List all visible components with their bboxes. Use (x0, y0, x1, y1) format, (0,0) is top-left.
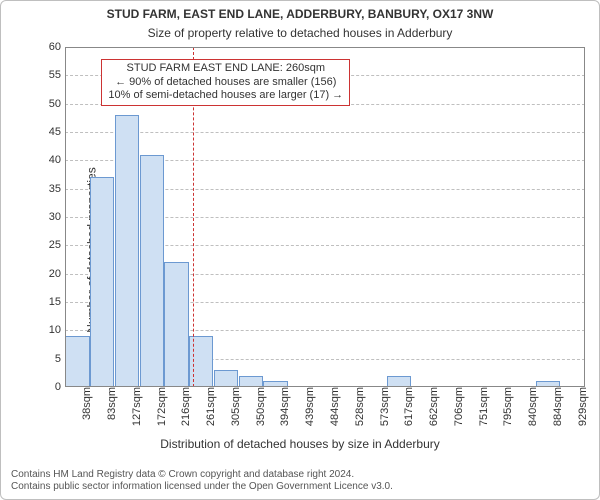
x-tick-label: 662sqm (424, 387, 440, 426)
x-tick-label: 127sqm (127, 387, 143, 426)
x-tick-label: 795sqm (498, 387, 514, 426)
histogram-bar (90, 177, 114, 387)
x-tick-label: 305sqm (226, 387, 242, 426)
footer-attribution: Contains HM Land Registry data © Crown c… (11, 469, 393, 493)
x-tick-label: 617sqm (399, 387, 415, 426)
annotation-line: 10% of semi-detached houses are larger (… (108, 89, 343, 103)
annotation-line: ← 90% of detached houses are smaller (15… (108, 76, 343, 90)
chart-container: STUD FARM, EAST END LANE, ADDERBURY, BAN… (0, 0, 600, 500)
histogram-bar (214, 370, 238, 387)
y-tick-label: 60 (49, 41, 65, 53)
x-tick-label: 172sqm (152, 387, 168, 426)
y-tick-label: 45 (49, 126, 65, 138)
y-tick-label: 25 (49, 239, 65, 251)
x-tick-label: 706sqm (449, 387, 465, 426)
y-tick-label: 30 (49, 211, 65, 223)
annotation-box: STUD FARM EAST END LANE: 260sqm← 90% of … (101, 59, 350, 106)
chart-title-main: STUD FARM, EAST END LANE, ADDERBURY, BAN… (1, 7, 599, 21)
y-tick-label: 10 (49, 324, 65, 336)
y-tick-label: 35 (49, 183, 65, 195)
x-tick-label: 83sqm (102, 387, 118, 420)
x-tick-label: 929sqm (573, 387, 589, 426)
y-tick-label: 15 (49, 296, 65, 308)
histogram-bar (164, 262, 188, 387)
histogram-bar (115, 115, 139, 387)
x-tick-label: 350sqm (251, 387, 267, 426)
gridline-h (65, 132, 585, 133)
histogram-bar (140, 155, 164, 387)
y-tick-label: 40 (49, 154, 65, 166)
footer-line: Contains HM Land Registry data © Crown c… (11, 469, 393, 481)
y-tick-label: 55 (49, 69, 65, 81)
x-tick-label: 751sqm (474, 387, 490, 426)
x-tick-label: 484sqm (325, 387, 341, 426)
x-tick-label: 439sqm (300, 387, 316, 426)
footer-line: Contains public sector information licen… (11, 481, 393, 493)
histogram-bar (387, 376, 411, 387)
x-tick-label: 573sqm (375, 387, 391, 426)
x-tick-label: 38sqm (77, 387, 93, 420)
chart-title-sub: Size of property relative to detached ho… (1, 26, 599, 40)
y-tick-label: 20 (49, 268, 65, 280)
x-tick-label: 884sqm (548, 387, 564, 426)
x-tick-label: 840sqm (523, 387, 539, 426)
x-tick-label: 261sqm (201, 387, 217, 426)
x-axis-label: Distribution of detached houses by size … (1, 437, 599, 451)
x-tick-label: 528sqm (350, 387, 366, 426)
y-tick-label: 50 (49, 98, 65, 110)
x-tick-label: 216sqm (176, 387, 192, 426)
annotation-line: STUD FARM EAST END LANE: 260sqm (108, 62, 343, 76)
y-tick-label: 0 (55, 381, 65, 393)
histogram-bar (239, 376, 263, 387)
plot-area: 05101520253035404550556038sqm83sqm127sqm… (65, 47, 585, 387)
y-tick-label: 5 (55, 353, 65, 365)
x-tick-label: 394sqm (275, 387, 291, 426)
histogram-bar (65, 336, 89, 387)
